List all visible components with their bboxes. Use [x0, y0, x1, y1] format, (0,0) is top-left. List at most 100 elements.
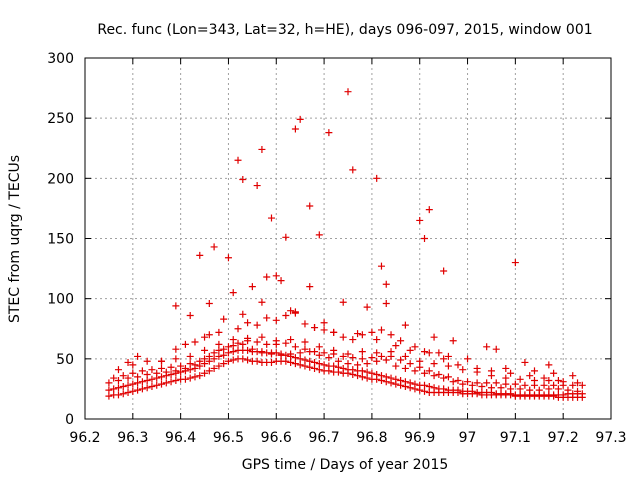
- data-point: [334, 357, 342, 365]
- data-point: [239, 355, 247, 363]
- data-point: [291, 354, 299, 362]
- data-point: [143, 357, 151, 365]
- x-tick-label: 96.9: [404, 430, 435, 446]
- data-point: [320, 361, 328, 369]
- data-point: [368, 369, 376, 377]
- data-point: [306, 283, 314, 291]
- data-point: [449, 378, 457, 386]
- data-point: [110, 374, 118, 382]
- data-point: [363, 374, 371, 382]
- x-tick-label: 97.3: [595, 430, 626, 446]
- data-point: [253, 321, 261, 329]
- data-point: [377, 352, 385, 360]
- data-point: [377, 326, 385, 334]
- data-point: [191, 373, 199, 381]
- data-point: [454, 386, 462, 394]
- data-point: [287, 358, 295, 366]
- data-point: [373, 349, 381, 357]
- data-point: [134, 373, 142, 381]
- data-point: [272, 349, 280, 357]
- data-point: [440, 355, 448, 363]
- data-point: [215, 346, 223, 354]
- data-point: [559, 391, 567, 399]
- x-tick-label: 97.2: [548, 430, 579, 446]
- data-point: [440, 385, 448, 393]
- data-point: [253, 357, 261, 365]
- data-point: [382, 373, 390, 381]
- data-point: [320, 326, 328, 334]
- data-point: [339, 364, 347, 372]
- data-point: [258, 333, 266, 341]
- data-point: [114, 384, 122, 392]
- data-point: [287, 307, 295, 315]
- data-point: [574, 387, 582, 395]
- data-point: [201, 333, 209, 341]
- data-point: [229, 356, 237, 364]
- data-point: [507, 369, 515, 377]
- data-point: [287, 350, 295, 358]
- data-point: [330, 346, 338, 354]
- data-point: [339, 333, 347, 341]
- data-point: [487, 367, 495, 375]
- data-point: [387, 331, 395, 339]
- data-point: [444, 373, 452, 381]
- x-tick-label: 96.6: [261, 430, 292, 446]
- data-point: [411, 380, 419, 388]
- data-point: [291, 125, 299, 133]
- data-point: [459, 380, 467, 388]
- y-tick-label: 100: [47, 292, 74, 308]
- chart-title: Rec. func (Lon=343, Lat=32, h=HE), days …: [97, 22, 592, 38]
- data-point: [186, 360, 194, 368]
- data-point: [272, 316, 280, 324]
- data-point: [487, 384, 495, 392]
- data-point: [296, 349, 304, 357]
- data-point: [153, 381, 161, 389]
- data-point: [373, 370, 381, 378]
- data-point: [397, 356, 405, 364]
- x-tick-label: 96.7: [309, 430, 340, 446]
- data-point: [301, 345, 309, 353]
- data-point: [315, 231, 323, 239]
- x-tick-label: 96.2: [69, 430, 100, 446]
- data-point: [287, 336, 295, 344]
- y-axis-label: STEC from uqrg / TECUs: [7, 155, 23, 323]
- data-point: [306, 357, 314, 365]
- data-point: [105, 392, 113, 400]
- data-point: [291, 308, 299, 316]
- data-point: [473, 379, 481, 387]
- data-point: [239, 340, 247, 348]
- data-point: [401, 352, 409, 360]
- data-point: [196, 357, 204, 365]
- data-point: [421, 348, 429, 356]
- data-point: [172, 367, 180, 375]
- data-point: [210, 349, 218, 357]
- data-point: [148, 366, 156, 374]
- data-point: [397, 376, 405, 384]
- data-point: [129, 361, 137, 369]
- data-point: [272, 272, 280, 280]
- data-point: [401, 364, 409, 372]
- data-point: [196, 372, 204, 380]
- data-point: [425, 383, 433, 391]
- data-point: [545, 376, 553, 384]
- data-point: [114, 376, 122, 384]
- data-point: [320, 319, 328, 327]
- data-point: [311, 348, 319, 356]
- data-point: [229, 342, 237, 350]
- data-point: [430, 384, 438, 392]
- data-point: [124, 358, 132, 366]
- data-point: [229, 289, 237, 297]
- data-point: [459, 366, 467, 374]
- data-point: [220, 345, 228, 353]
- data-point: [114, 391, 122, 399]
- data-point: [330, 328, 338, 336]
- data-point: [574, 379, 582, 387]
- x-tick-label: 97: [459, 430, 477, 446]
- tick-labels: 96.2 96.3 96.4 96.5 96.6 96.7 96.8 96.9 97 97.1 97…: [47, 51, 626, 446]
- data-point: [521, 381, 529, 389]
- data-point: [521, 358, 529, 366]
- data-point: [224, 343, 232, 351]
- data-point: [134, 379, 142, 387]
- data-point: [368, 354, 376, 362]
- data-point: [258, 298, 266, 306]
